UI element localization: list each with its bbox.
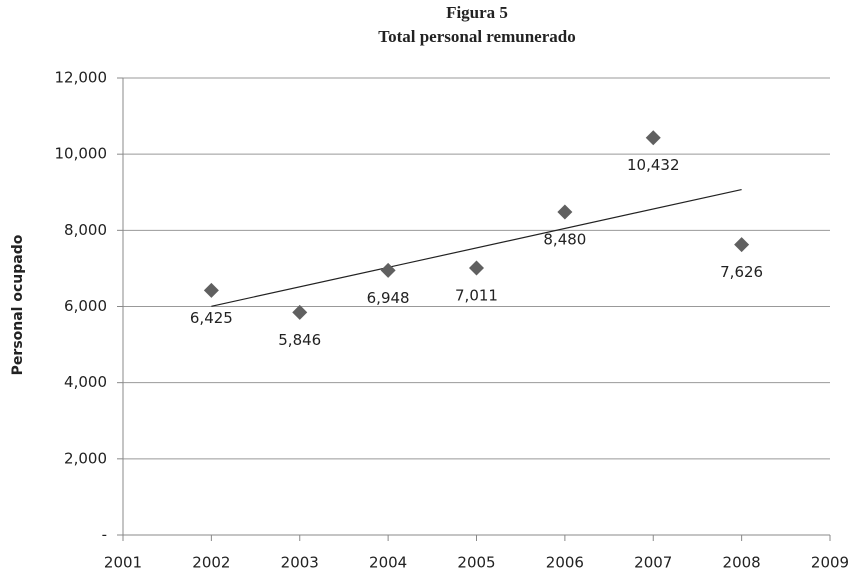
point bbox=[469, 260, 484, 276]
x-tick-label: 2005 bbox=[457, 554, 495, 572]
point bbox=[292, 304, 308, 320]
x-tick-label: 2002 bbox=[192, 554, 230, 572]
y-tick-label: - bbox=[102, 526, 107, 544]
data-label: 6,425 bbox=[190, 309, 233, 327]
x-tick-label: 2001 bbox=[104, 554, 142, 572]
point bbox=[645, 130, 661, 146]
data-label: 7,626 bbox=[720, 263, 763, 281]
y-tick-label: 2,000 bbox=[64, 449, 107, 467]
y-axis-label: Personal ocupado bbox=[10, 234, 26, 375]
trendline bbox=[211, 188, 742, 307]
data-label: 8,480 bbox=[543, 231, 586, 249]
y-tick-label: 12,000 bbox=[55, 69, 108, 87]
y-tick-label: 4,000 bbox=[64, 373, 107, 391]
point bbox=[203, 282, 219, 298]
data-label: 5,846 bbox=[278, 331, 321, 349]
point bbox=[557, 204, 573, 220]
chart-title: Figura 5 bbox=[446, 3, 508, 22]
y-tick-label: 6,000 bbox=[64, 297, 107, 315]
x-tick-label: 2008 bbox=[723, 554, 761, 572]
data-label: 6,948 bbox=[367, 289, 410, 307]
data-label: 7,011 bbox=[455, 286, 498, 304]
x-tick-label: 2004 bbox=[369, 554, 407, 572]
x-tick-label: 2009 bbox=[811, 554, 849, 572]
x-tick-label: 2003 bbox=[281, 554, 319, 572]
x-tick-label: 2006 bbox=[546, 554, 584, 572]
y-tick-label: 8,000 bbox=[64, 221, 107, 239]
y-tick-label: 10,000 bbox=[55, 145, 108, 163]
point bbox=[734, 237, 750, 253]
x-tick-label: 2007 bbox=[634, 554, 672, 572]
point bbox=[380, 262, 396, 278]
chart-subtitle: Total personal remunerado bbox=[378, 27, 575, 46]
data-label: 10,432 bbox=[627, 156, 680, 174]
